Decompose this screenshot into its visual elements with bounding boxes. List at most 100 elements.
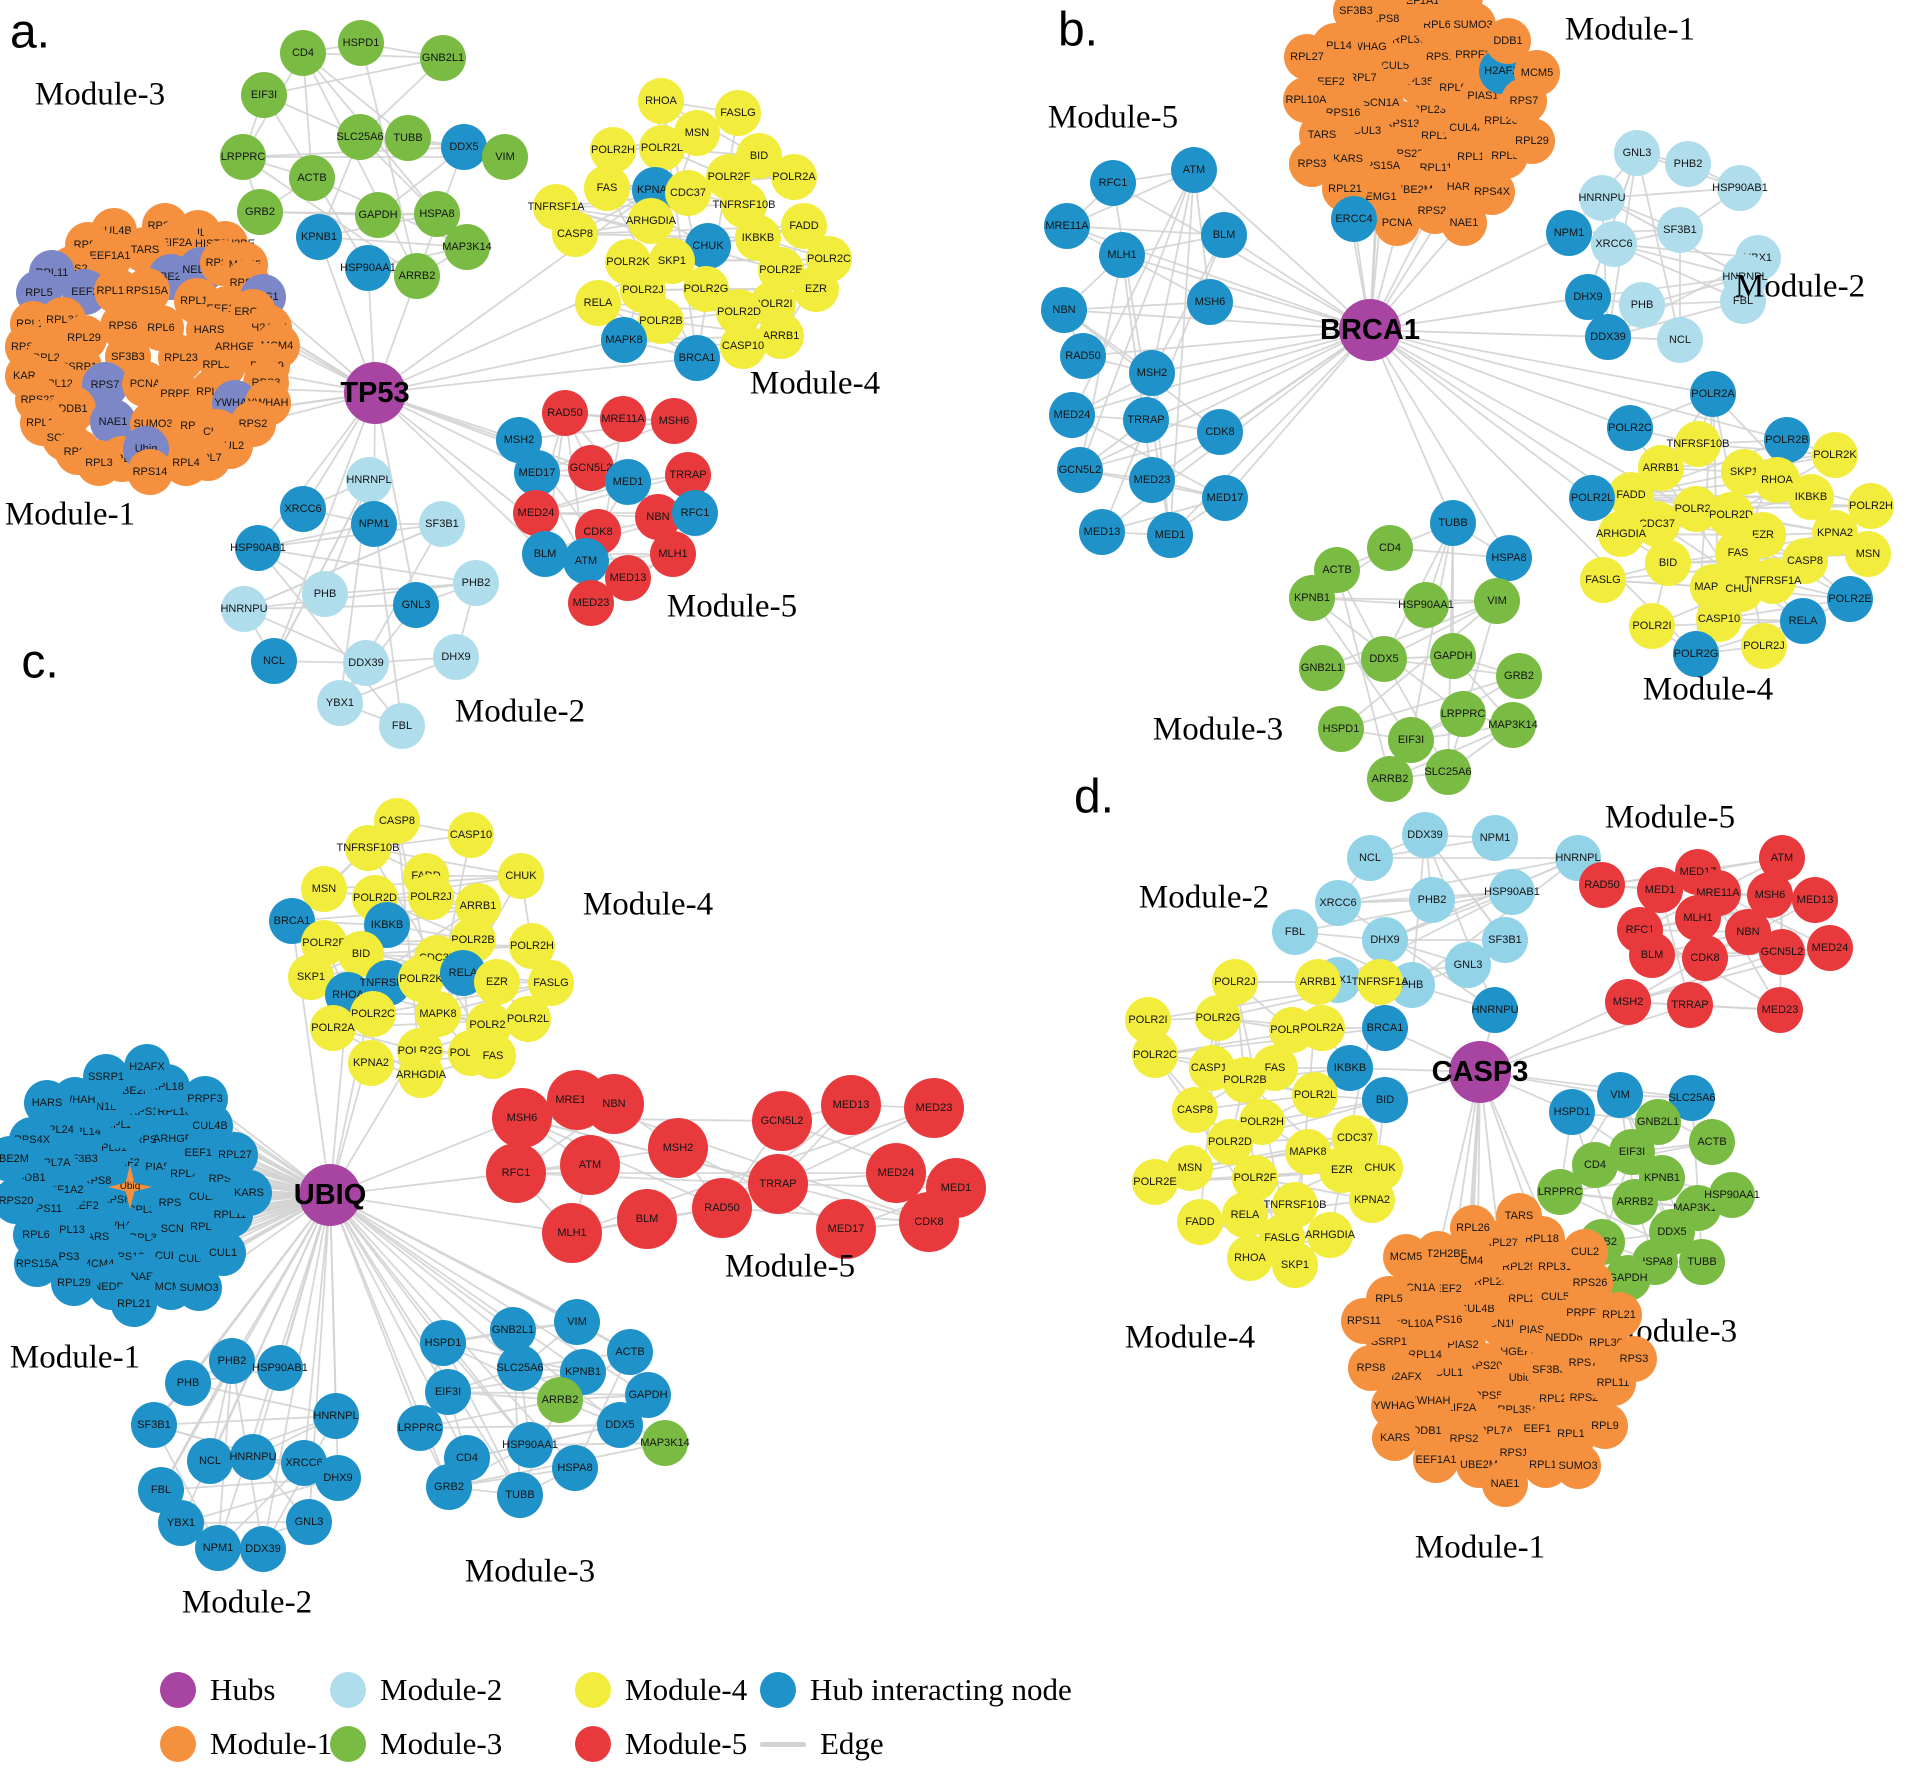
node-DDX39[interactable]: DDX39 <box>1585 314 1631 360</box>
node-TUBB[interactable]: TUBB <box>1679 1239 1725 1285</box>
node-FADD[interactable]: FADD <box>1177 1199 1223 1245</box>
node-DDX39[interactable]: DDX39 <box>343 640 389 686</box>
node-HSPD1[interactable]: HSPD1 <box>338 20 384 66</box>
node-CASP8[interactable]: CASP8 <box>1172 1087 1218 1133</box>
node-MCM5[interactable]: MCM5 <box>1514 50 1560 96</box>
node-HNRNPL[interactable]: HNRNPL <box>313 1393 359 1439</box>
node-RPL21[interactable]: RPL21 <box>111 1281 157 1327</box>
node-NAE1[interactable]: NAE1 <box>1441 200 1487 246</box>
node-RPS3[interactable]: RPS3 <box>1289 141 1335 187</box>
node-PHB[interactable]: PHB <box>302 571 348 617</box>
node-GCN5L2[interactable]: GCN5L2 <box>1759 929 1805 975</box>
node-MED23[interactable]: MED23 <box>1757 987 1803 1033</box>
node-GAPDH[interactable]: GAPDH <box>355 192 401 238</box>
node-POLR2J[interactable]: POLR2J <box>1741 623 1787 669</box>
node-MAP3K14[interactable]: MAP3K14 <box>442 224 492 270</box>
node-MAP3K14[interactable]: MAP3K14 <box>640 1420 690 1466</box>
node-VIM[interactable]: VIM <box>1597 1072 1643 1118</box>
node-MED24[interactable]: MED24 <box>1807 925 1853 971</box>
node-RPL21[interactable]: RPL21 <box>1596 1292 1642 1338</box>
node-ARRB2[interactable]: ARRB2 <box>1612 1179 1658 1225</box>
node-XRCC6[interactable]: XRCC6 <box>280 486 326 532</box>
node-DHX9[interactable]: DHX9 <box>1565 274 1611 320</box>
node-EIF3I[interactable]: EIF3I <box>241 72 287 118</box>
node-H2AFX[interactable]: H2AFX <box>124 1044 170 1090</box>
node-PHB[interactable]: PHB <box>165 1360 211 1406</box>
node-SUMO3[interactable]: SUMO3 <box>176 1265 222 1311</box>
node-DHX9[interactable]: DHX9 <box>315 1455 361 1501</box>
node-POLR2C[interactable]: POLR2C <box>350 991 396 1037</box>
node-HSP90AB1[interactable]: HSP90AB1 <box>1484 869 1540 915</box>
hub-node-UBIQ[interactable]: UBIQ <box>294 1164 366 1226</box>
node-FASLG[interactable]: FASLG <box>1580 557 1626 603</box>
node-FAS[interactable]: FAS <box>470 1033 516 1079</box>
node-MED17[interactable]: MED17 <box>1202 475 1248 521</box>
node-ARHGDIA[interactable]: ARHGDIA <box>1305 1212 1355 1258</box>
node-RELA[interactable]: RELA <box>1780 598 1826 644</box>
node-RPL9[interactable]: RPL9 <box>1582 1403 1628 1449</box>
node-CASP8[interactable]: CASP8 <box>374 798 420 844</box>
node-ACTB[interactable]: ACTB <box>1689 1119 1735 1165</box>
node-NPM1[interactable]: NPM1 <box>1472 815 1518 861</box>
node-CASP8[interactable]: CASP8 <box>552 211 598 257</box>
node-MED1[interactable]: MED1 <box>605 459 651 505</box>
node-POLR2E[interactable]: POLR2E <box>1827 576 1873 622</box>
node-BLM[interactable]: BLM <box>1201 212 1247 258</box>
node-MED13[interactable]: MED13 <box>1792 877 1838 923</box>
node-ATM[interactable]: ATM <box>563 538 609 584</box>
node-TRRAP[interactable]: TRRAP <box>1123 397 1169 443</box>
node-PCNA[interactable]: PCNA <box>1374 200 1420 246</box>
node-HSPD1[interactable]: HSPD1 <box>1549 1089 1595 1135</box>
node-MLH1[interactable]: MLH1 <box>542 1203 602 1263</box>
node-HSPD1[interactable]: HSPD1 <box>1318 706 1364 752</box>
node-DDX5[interactable]: DDX5 <box>1361 636 1407 682</box>
node-VIM[interactable]: VIM <box>1474 578 1520 624</box>
node-DHX9[interactable]: DHX9 <box>1362 917 1408 963</box>
node-SF3B1[interactable]: SF3B1 <box>1657 207 1703 253</box>
node-RPL26[interactable]: RPL26 <box>1450 1205 1496 1251</box>
node-GCN5L2[interactable]: GCN5L2 <box>1057 447 1103 493</box>
node-CHUK[interactable]: CHUK <box>498 853 544 899</box>
node-ATM[interactable]: ATM <box>1171 147 1217 193</box>
node-CDC37[interactable]: CDC37 <box>665 170 711 216</box>
node-VIM[interactable]: VIM <box>554 1299 600 1345</box>
node-LRPPRC[interactable]: LRPPRC <box>1440 691 1486 737</box>
node-CD4[interactable]: CD4 <box>280 30 326 76</box>
node-CASP10[interactable]: CASP10 <box>448 812 494 858</box>
node-RAD50[interactable]: RAD50 <box>692 1178 752 1238</box>
node-RFC1[interactable]: RFC1 <box>672 490 718 536</box>
node-MSH6[interactable]: MSH6 <box>651 398 697 444</box>
node-POLR2L[interactable]: POLR2L <box>505 996 551 1042</box>
node-MED24[interactable]: MED24 <box>866 1143 926 1203</box>
node-HSP90AA1[interactable]: HSP90AA1 <box>1704 1172 1760 1218</box>
node-POLR2J[interactable]: POLR2J <box>408 874 454 920</box>
node-CASP8[interactable]: CASP8 <box>1782 538 1828 584</box>
node-DDX5[interactable]: DDX5 <box>441 124 487 170</box>
node-TNFRSF1A[interactable]: TNFRSF1A <box>1745 558 1801 604</box>
node-POLR2A[interactable]: POLR2A <box>310 1005 356 1051</box>
node-DDX39[interactable]: DDX39 <box>240 1526 286 1572</box>
node-RPS11[interactable]: RPS11 <box>1341 1298 1387 1344</box>
node-PRPF3[interactable]: PRPF3 <box>182 1076 228 1122</box>
node-DDX39[interactable]: DDX39 <box>1402 812 1448 858</box>
node-POLR2A[interactable]: POLR2A <box>771 154 817 200</box>
node-POLR2I[interactable]: POLR2I <box>1629 603 1675 649</box>
node-SSRP1[interactable]: SSRP1 <box>83 1054 129 1100</box>
node-MED23[interactable]: MED23 <box>904 1078 964 1138</box>
node-RAD50[interactable]: RAD50 <box>1060 333 1106 379</box>
node-POLR2A[interactable]: POLR2A <box>1690 371 1736 417</box>
node-BID[interactable]: BID <box>1645 540 1691 586</box>
node-HNRNPU[interactable]: HNRNPU <box>1471 987 1519 1033</box>
node-MCM5[interactable]: MCM5 <box>1383 1234 1429 1280</box>
node-GRB2[interactable]: GRB2 <box>237 189 283 235</box>
node-TNFRSF1A[interactable]: TNFRSF1A <box>1352 959 1408 1005</box>
node-CUL2[interactable]: CUL2 <box>1562 1229 1608 1275</box>
node-NPM1[interactable]: NPM1 <box>1546 210 1592 256</box>
node-MED23[interactable]: MED23 <box>1129 457 1175 503</box>
node-YBX1[interactable]: YBX1 <box>317 680 363 726</box>
node-POLR2G[interactable]: POLR2G <box>1673 631 1719 677</box>
node-ARHGDIA[interactable]: ARHGDIA <box>396 1052 446 1098</box>
node-DDX5[interactable]: DDX5 <box>597 1402 643 1448</box>
node-GNL3[interactable]: GNL3 <box>393 582 439 628</box>
node-MSN[interactable]: MSN <box>674 110 720 156</box>
